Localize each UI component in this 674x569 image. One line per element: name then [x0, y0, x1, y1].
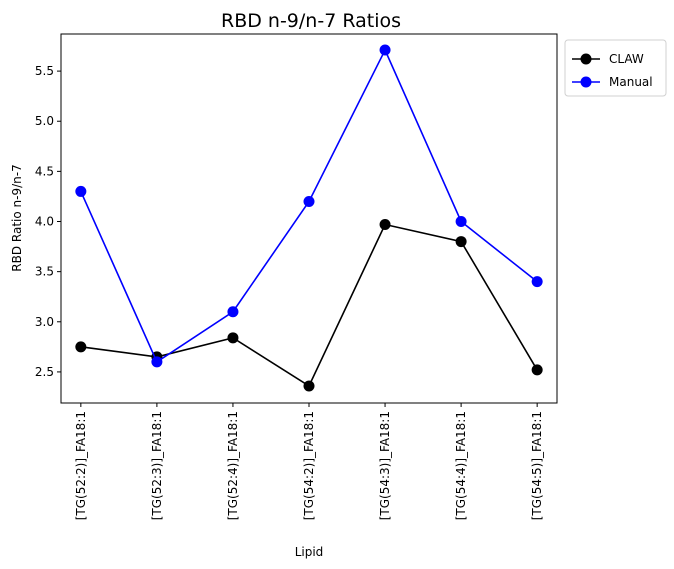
x-tick-label: [TG(54:4)]_FA18:1 [454, 411, 468, 520]
data-point-manual [531, 276, 543, 288]
legend-marker-manual [580, 76, 592, 88]
y-tick-label: 4.0 [35, 215, 54, 229]
x-axis-label: Lipid [295, 545, 324, 559]
x-tick-label: [TG(54:3)]_FA18:1 [378, 411, 392, 520]
legend-label-manual: Manual [609, 75, 653, 89]
data-point-claw [227, 332, 239, 344]
x-tick-label: [TG(54:2)]_FA18:1 [302, 411, 316, 520]
data-point-claw [455, 236, 467, 248]
y-tick-label: 5.5 [35, 64, 54, 78]
y-axis: 2.5 3.0 3.5 4.0 4.5 5.0 5.5 [35, 64, 61, 379]
series-layer [75, 44, 543, 392]
y-tick-label: 5.0 [35, 114, 54, 128]
legend-marker-claw [580, 53, 592, 65]
data-point-manual [379, 44, 391, 56]
x-tick-label: [TG(54:5)]_FA18:1 [530, 411, 544, 520]
data-point-claw [379, 219, 391, 231]
y-tick-label: 4.5 [35, 164, 54, 178]
y-tick-label: 2.5 [35, 365, 54, 379]
x-tick-label: [TG(52:2)]_FA18:1 [74, 411, 88, 520]
x-axis: [TG(52:2)]_FA18:1 [TG(52:3)]_FA18:1 [TG(52… [74, 403, 544, 520]
data-point-manual [151, 356, 163, 368]
data-point-claw [303, 380, 315, 392]
x-tick-label: [TG(52:3)]_FA18:1 [150, 411, 164, 520]
data-point-manual [75, 185, 87, 197]
y-tick-label: 3.5 [35, 265, 54, 279]
data-point-manual [227, 306, 239, 318]
data-point-claw [531, 364, 543, 376]
legend-label-claw: CLAW [609, 52, 644, 66]
series-line-claw [80, 223, 538, 388]
y-axis-label: RBD Ratio n-9/n-7 [10, 164, 24, 271]
x-tick-label: [TG(52:4)]_FA18:1 [226, 411, 240, 520]
data-point-manual [455, 216, 467, 228]
data-point-manual [303, 195, 315, 207]
data-point-claw [75, 341, 87, 353]
legend: CLAW Manual [564, 39, 667, 97]
plot-area [60, 33, 558, 404]
y-tick-label: 3.0 [35, 315, 54, 329]
chart-title: RBD n-9/n-7 Ratios [221, 10, 401, 32]
